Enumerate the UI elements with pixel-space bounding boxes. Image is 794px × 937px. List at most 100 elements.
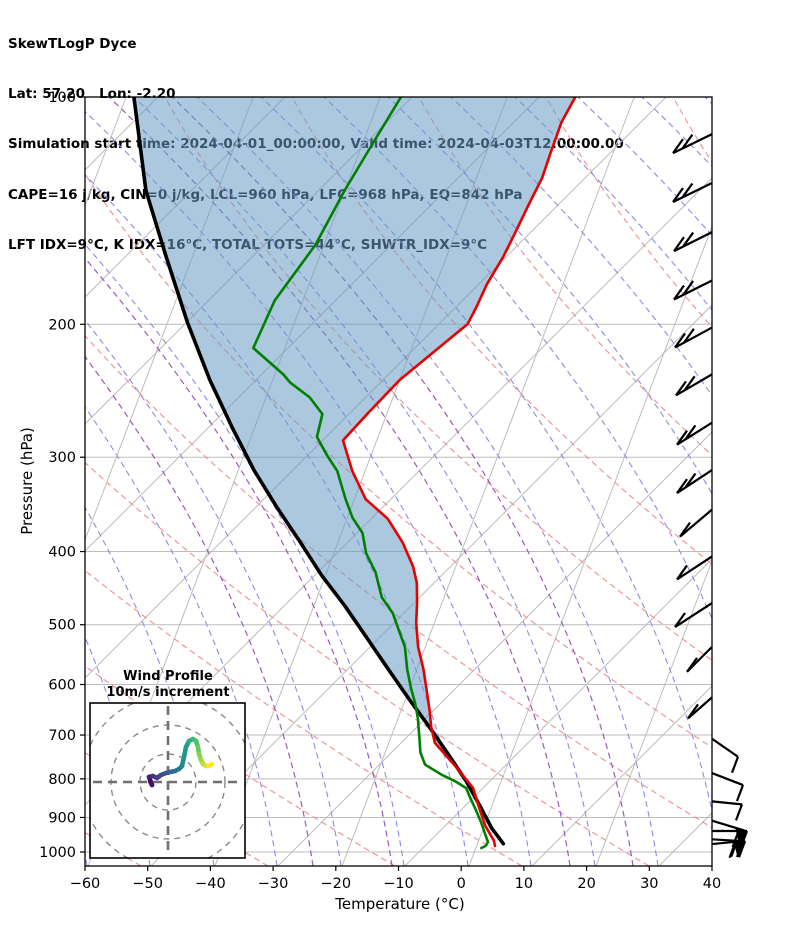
barb-feather [686, 657, 698, 673]
y-tick-label: 900 [48, 810, 76, 826]
wind-barb [687, 696, 713, 720]
wind-barb [679, 508, 713, 538]
wind-barb [672, 182, 713, 204]
dry-adiabat-line [85, 173, 712, 749]
barb-staff [687, 696, 713, 720]
x-axis-label: Temperature (°C) [335, 895, 465, 913]
barb-staff [676, 421, 713, 446]
y-tick-label: 600 [48, 678, 76, 694]
barb-feather [679, 522, 691, 538]
moist-adiabat-line [704, 97, 712, 105]
y-tick-label: 100 [48, 90, 76, 106]
skew-isoline [531, 685, 712, 866]
hodograph-trace-segment [206, 761, 215, 769]
y-tick-label: 400 [48, 545, 76, 561]
x-tick-label: 10 [515, 876, 533, 892]
moist-adiabat-line [641, 97, 712, 168]
wind-barb [676, 421, 713, 446]
barb-feather [684, 472, 697, 489]
x-tick-label: −40 [195, 876, 226, 892]
moist-adiabat-line [85, 406, 278, 866]
barb-feather [683, 375, 696, 391]
dry-adiabat-line [0, 97, 14, 866]
wind-barb [711, 772, 745, 802]
steep-isoline [468, 225, 712, 866]
barb-staff [674, 326, 713, 349]
barb-feather [687, 703, 699, 720]
hodograph-inset [89, 702, 246, 859]
wind-barb [673, 279, 713, 301]
x-tick-label: −30 [258, 876, 289, 892]
y-axis-label: Pressure (hPa) [18, 427, 36, 535]
moist-adiabat-line [85, 850, 88, 866]
figure-title: SkewTLogP Dyce [8, 35, 137, 52]
y-tick-label: 700 [48, 728, 76, 744]
hodograph-border [89, 702, 246, 859]
x-tick-label: 0 [457, 876, 466, 892]
skew-isoline [404, 558, 712, 866]
x-tick-label: 40 [703, 876, 721, 892]
barb-feather [674, 332, 686, 349]
wind-barb [674, 602, 713, 628]
y-tick-label: 1000 [39, 845, 76, 861]
dry-adiabat-line [85, 334, 712, 829]
skew-isoline [658, 812, 712, 866]
y-tick-label: 300 [48, 450, 76, 466]
barb-staff [711, 772, 744, 787]
barb-feather [682, 328, 695, 344]
moist-adiabat-line [514, 97, 712, 312]
moist-adiabat-line [387, 97, 712, 495]
barb-feather [682, 231, 695, 248]
mixing-ratio-line [85, 355, 314, 866]
barb-feather [735, 784, 745, 802]
hodograph-subtitle: 10m/s increment [106, 685, 230, 700]
wind-barb [676, 555, 713, 581]
barb-staff [676, 469, 713, 495]
barb-feather [676, 564, 688, 581]
barb-staff [673, 231, 713, 253]
y-tick-label: 200 [48, 317, 76, 333]
skew-isoline [786, 97, 794, 866]
barb-staff [711, 800, 743, 806]
moist-adiabat-line [85, 319, 342, 866]
dewpoint-curve [252, 97, 490, 850]
wind-barb [711, 839, 745, 859]
barb-feather [676, 430, 688, 446]
x-tick-label: −10 [383, 876, 414, 892]
barb-feather [673, 236, 685, 252]
wind-barb [711, 737, 740, 774]
barb-feather [672, 138, 684, 154]
cape-shaded-area [133, 97, 576, 809]
barb-feather [682, 280, 695, 296]
range-ring [139, 753, 197, 811]
temperature-curve [341, 97, 577, 848]
mixing-ratio-line [171, 97, 634, 866]
wind-barb [673, 231, 713, 253]
mixing-ratio-line [108, 97, 571, 866]
barb-staff [711, 737, 739, 758]
moist-adiabat-line [260, 97, 712, 815]
y-tick-label: 500 [48, 618, 76, 634]
barb-feather [684, 424, 697, 441]
barb-flag [733, 840, 744, 858]
moist-adiabat-line [133, 97, 596, 866]
x-tick-label: −50 [132, 876, 163, 892]
steep-isoline [595, 559, 712, 866]
hodograph-title: Wind Profile [123, 669, 213, 684]
barb-feather [730, 756, 740, 774]
sounding-curves [132, 97, 577, 850]
wind-barb [711, 800, 744, 821]
barb-staff [679, 508, 713, 538]
y-tick-label: 800 [48, 772, 76, 788]
barb-feather [734, 804, 744, 821]
x-tick-label: 30 [640, 876, 658, 892]
barb-feather [681, 133, 694, 150]
barb-staff [674, 602, 713, 628]
dry-adiabat-line [85, 461, 650, 866]
barb-staff [672, 133, 713, 155]
barb-staff [673, 279, 713, 301]
dry-adiabat-line [545, 97, 712, 328]
mixing-ratio-line [85, 257, 393, 866]
barb-feather [675, 380, 687, 396]
